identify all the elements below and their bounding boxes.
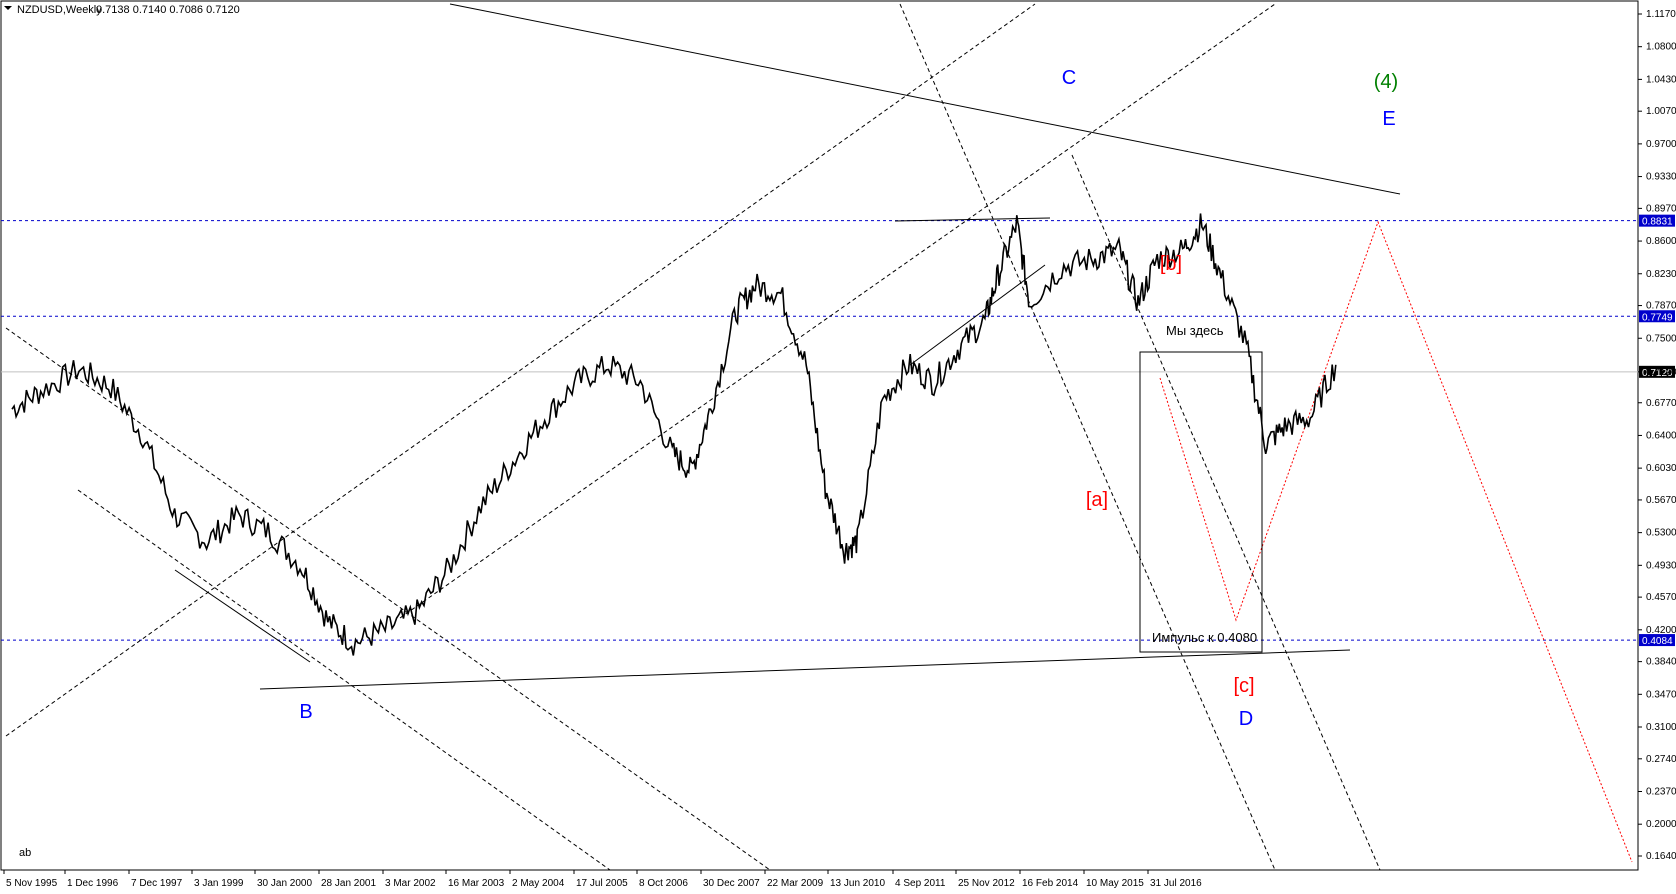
- x-tick-label: 16 Feb 2014: [1022, 878, 1079, 889]
- channel-down-2: [77, 489, 611, 871]
- y-tick-label: 1.1170: [1646, 9, 1676, 20]
- plot-frame: [0, 0, 1639, 871]
- annotation-we-are-here: Мы здесь: [1166, 323, 1224, 338]
- price-level-label: 0.7120: [1642, 368, 1673, 379]
- symbol-label: NZDUSD,Weekly: [17, 4, 102, 16]
- x-tick-label: 3 Jan 1999: [194, 878, 244, 889]
- y-tick-label: 0.3100: [1646, 722, 1676, 733]
- y-tick-label: 1.0070: [1646, 106, 1676, 117]
- wave-label: D: [1239, 708, 1253, 730]
- y-tick-label: 0.1640: [1646, 851, 1676, 862]
- y-tick-label: 0.9700: [1646, 139, 1676, 150]
- y-tick-label: 0.7500: [1646, 333, 1676, 344]
- wave-label: [a]: [1086, 489, 1108, 511]
- x-tick-label: 5 Nov 1995: [6, 878, 58, 889]
- trendline-flag-upper: [894, 217, 1051, 222]
- trendline-bottom-support: [259, 649, 1351, 690]
- x-tick-label: 10 May 2015: [1086, 878, 1144, 889]
- x-tick-label: 30 Dec 2007: [703, 878, 760, 889]
- y-tick-label: 0.7120: [1646, 367, 1676, 378]
- channel-down-3: [899, 3, 1276, 871]
- y-tick-label: 0.8970: [1646, 203, 1676, 214]
- price-levels: 0.8831 0.7749 0.7120 0.4084: [1, 214, 1675, 647]
- y-tick-label: 0.7870: [1646, 301, 1676, 312]
- y-tick-label: 1.0430: [1646, 74, 1676, 85]
- x-tick-label: 22 Mar 2009: [767, 878, 824, 889]
- channel-down-4: [1071, 154, 1381, 871]
- footer-tag: ab: [19, 847, 31, 859]
- x-tick-label: 7 Dec 1997: [131, 878, 183, 889]
- y-tick-label: 0.4570: [1646, 592, 1676, 603]
- time-axis: 5 Nov 1995 1 Dec 1996 7 Dec 1997 3 Jan 1999…: [3, 870, 1202, 889]
- projection-path: [1159, 220, 1633, 863]
- x-tick-label: 8 Oct 2006: [639, 878, 688, 889]
- price-level-badge: [1639, 634, 1675, 647]
- wave-label: [b]: [1160, 253, 1182, 275]
- channel-up-upper: [399, 3, 1276, 619]
- y-tick-label: 0.9330: [1646, 172, 1676, 183]
- x-tick-label: 1 Dec 1996: [67, 878, 119, 889]
- channel-down-1: [5, 327, 771, 871]
- x-tick-label: 4 Sep 2011: [895, 878, 946, 889]
- y-tick-label: 0.8230: [1646, 269, 1676, 280]
- x-tick-label: 17 Jul 2005: [576, 878, 628, 889]
- x-tick-label: 28 Jan 2001: [321, 878, 376, 889]
- y-tick-label: 0.2740: [1646, 754, 1676, 765]
- trendlines: [5, 3, 1401, 871]
- trendline-flag-lower: [909, 264, 1046, 366]
- wave-label: B: [299, 701, 312, 723]
- price-level-label: 0.8831: [1642, 217, 1673, 228]
- wave-label: [c]: [1233, 675, 1254, 697]
- price-series: [11, 213, 1337, 656]
- x-tick-label: 25 Nov 2012: [958, 878, 1015, 889]
- y-tick-label: 0.4200: [1646, 625, 1676, 636]
- x-tick-label: 13 Jun 2010: [830, 878, 885, 889]
- price-level-badge: [1639, 214, 1675, 227]
- x-tick-label: 16 Mar 2003: [448, 878, 505, 889]
- y-tick-label: 0.5300: [1646, 528, 1676, 539]
- y-tick-label: 0.2000: [1646, 819, 1676, 830]
- y-tick-label: 0.2370: [1646, 787, 1676, 798]
- x-tick-label: 2 May 2004: [512, 878, 565, 889]
- wave-label: E: [1382, 108, 1395, 130]
- y-tick-label: 0.6770: [1646, 398, 1676, 409]
- channel-up-lower: [5, 3, 1036, 737]
- y-tick-label: 0.4930: [1646, 560, 1676, 571]
- projection: [1159, 220, 1633, 863]
- wave-labels: C (4) E [b] [a] B [c] D: [299, 67, 1398, 730]
- price-line: [11, 213, 1337, 656]
- price-level-badge: [1639, 310, 1675, 323]
- price-level-label: 0.7749: [1642, 312, 1673, 323]
- header-arrow-icon: [4, 6, 12, 10]
- x-tick-label: 31 Jul 2016: [1150, 878, 1202, 889]
- y-tick-label: 0.3840: [1646, 657, 1676, 668]
- annotation-impulse: Импульс к 0.4080: [1152, 630, 1257, 645]
- y-tick-label: 0.8600: [1646, 236, 1676, 247]
- price-level-badge: [1639, 365, 1675, 378]
- price-level-label: 0.4084: [1642, 636, 1673, 647]
- wave-label: (4): [1374, 71, 1398, 93]
- y-tick-label: 0.3470: [1646, 689, 1676, 700]
- price-axis: 1.1170 1.0800 1.0430 1.0070 0.9700 0.9330 0.89…: [1638, 9, 1676, 862]
- trendline-1998-2001: [174, 569, 311, 663]
- wave-label: C: [1062, 67, 1076, 89]
- x-tick-label: 3 Mar 2002: [385, 878, 436, 889]
- y-tick-label: 0.6400: [1646, 430, 1676, 441]
- trendline-top-down: [449, 3, 1401, 195]
- ohlc-label: 0.7138 0.7140 0.7086 0.7120: [96, 4, 240, 16]
- y-tick-label: 1.0800: [1646, 42, 1676, 53]
- chart-header: NZDUSD,Weekly 0.7138 0.7140 0.7086 0.712…: [4, 4, 240, 16]
- y-tick-label: 0.6030: [1646, 463, 1676, 474]
- x-tick-label: 30 Jan 2000: [257, 878, 312, 889]
- target-box: [1139, 351, 1263, 653]
- y-tick-label: 0.5670: [1646, 495, 1676, 506]
